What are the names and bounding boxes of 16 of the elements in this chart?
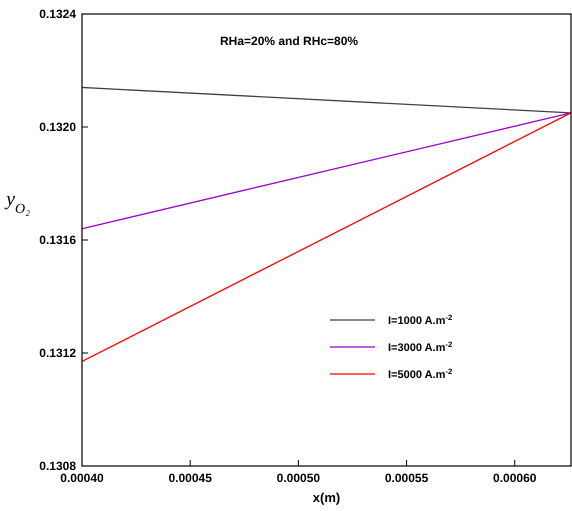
annotation: RHa=20% and RHc=80% <box>220 34 358 48</box>
legend-label: I=1000 A.m$^{-2}$ <box>388 312 452 327</box>
legend-label: I=3000 A.m$^{-2}$ <box>388 340 452 354</box>
y-axis-title: y$_{O₂}$ <box>4 188 30 216</box>
x-tick-label: 0.00060 <box>493 471 537 485</box>
x-axis-title: x(m) <box>312 490 340 505</box>
x-tick-label: 0.00040 <box>60 471 104 485</box>
x-tick-label: 0.00055 <box>384 471 429 485</box>
x-tick-label: 0.00050 <box>276 471 320 485</box>
y-tick-label: 0.1324 <box>39 7 76 21</box>
legend-label: I=5000 A.m$^{-2}$ <box>388 366 452 381</box>
x-tick-label: 0.00045 <box>168 471 212 485</box>
y-tick-label: 0.1312 <box>39 346 76 360</box>
y-tick-label: 0.1308 <box>39 459 76 473</box>
y-tick-label: 0.1320 <box>39 120 76 134</box>
y-tick-label: 0.1316 <box>39 233 76 247</box>
